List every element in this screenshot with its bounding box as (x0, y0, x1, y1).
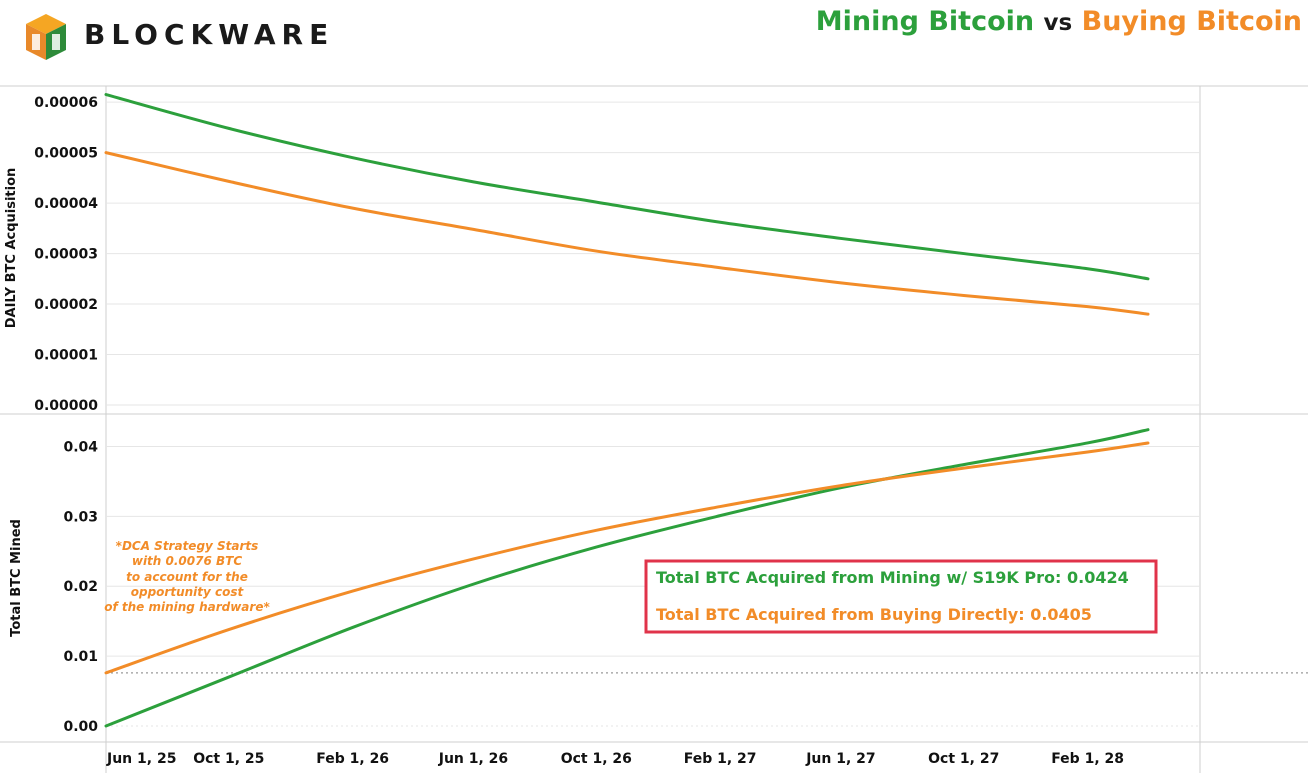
summary-mining-text: Total BTC Acquired from Mining w/ S19K P… (656, 568, 1129, 587)
x-tick-label: Feb 1, 26 (316, 751, 389, 767)
y-tick-label: 0.03 (63, 509, 98, 525)
annotation-line-3: to account for the (126, 570, 248, 584)
annotation-line-1: *DCA Strategy Starts (116, 539, 259, 553)
y-tick-label: 0.00004 (34, 196, 98, 212)
y-tick-label: 0.02 (63, 579, 98, 595)
y-tick-label: 0.00002 (34, 297, 98, 313)
header: BLOCKWARE Mining Bitcoin vs Buying Bitco… (0, 0, 1308, 86)
x-tick-label: Jun 1, 27 (805, 751, 875, 767)
mining-series-line (104, 428, 1150, 728)
x-tick-label: Oct 1, 26 (561, 751, 632, 767)
y-tick-label: 0.00001 (34, 348, 98, 364)
summary-buying-text: Total BTC Acquired from Buying Directly:… (656, 605, 1092, 624)
brand-name: BLOCKWARE (84, 18, 335, 51)
x-tick-label: Oct 1, 25 (193, 751, 264, 767)
buying-series-line (104, 151, 1150, 316)
y-tick-label: 0.04 (63, 439, 98, 455)
title-vs: vs (1043, 10, 1073, 36)
x-tick-label: Feb 1, 27 (684, 751, 757, 767)
summary-box: Total BTC Acquired from Mining w/ S19K P… (644, 559, 1158, 634)
x-tick-label: Oct 1, 27 (928, 751, 999, 767)
y-tick-label: 0.00 (63, 719, 98, 735)
x-tick-label: Jun 1, 25 (106, 751, 176, 767)
buying-series-line (104, 441, 1150, 675)
x-tick-label: Jun 1, 26 (438, 751, 508, 767)
y-tick-label: 0.00005 (34, 146, 98, 162)
blockware-logo-icon (26, 14, 66, 60)
mining-series-line (104, 93, 1150, 281)
x-tick-label: Feb 1, 28 (1051, 751, 1124, 767)
title-buying: Buying Bitcoin (1081, 6, 1302, 37)
y-tick-label: 0.00006 (34, 95, 98, 111)
y-tick-label: 0.00000 (34, 398, 98, 414)
x-axis: Jun 1, 25 Oct 1, 25 Feb 1, 26 Jun 1, 26 Oct … (106, 751, 1124, 767)
annotation-line-4: opportunity cost (131, 585, 245, 599)
y-tick-label: 0.01 (63, 649, 98, 665)
annotation-line-5: of the mining hardware* (104, 600, 270, 614)
summary-box-border (644, 559, 1158, 634)
daily-acquisition-panel: 0.00000 0.00001 0.00002 0.00003 0.00004 0.000… (34, 93, 1200, 414)
dca-annotation: *DCA Strategy Starts with 0.0076 BTC to … (104, 539, 270, 614)
chart-frame (0, 85, 1308, 773)
total-btc-panel: 0.00 0.01 0.02 0.03 0.04 (63, 428, 1308, 735)
page-title: Mining Bitcoin vs Buying Bitcoin (816, 6, 1302, 37)
annotation-line-2: with 0.0076 BTC (132, 554, 242, 568)
bottom-y-axis-title: Total BTC Mined (9, 519, 24, 637)
title-mining: Mining Bitcoin (815, 6, 1035, 37)
y-tick-label: 0.00003 (34, 247, 98, 263)
top-y-axis-title: DAILY BTC Acquisition (4, 168, 19, 329)
